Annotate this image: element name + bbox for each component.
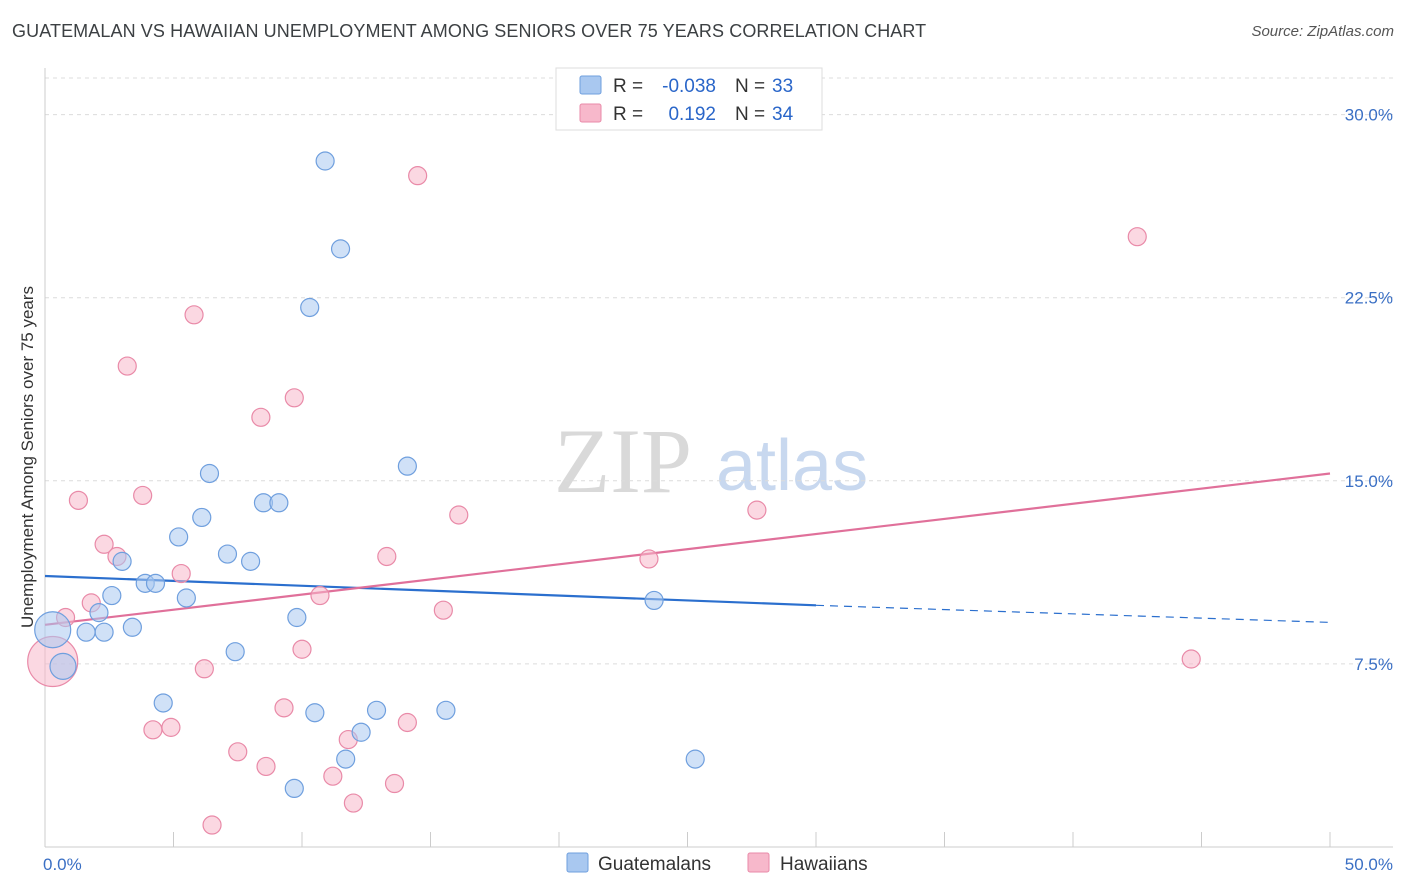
- y-tick-label-0: 7.5%: [1354, 655, 1393, 674]
- hawaiian-point-11: [184, 305, 204, 325]
- watermark: ZIP atlas: [554, 410, 868, 512]
- guatemalan-point-20: [284, 778, 304, 799]
- guatemalan-point-26: [336, 749, 356, 769]
- hawaiian-point-4: [94, 534, 114, 554]
- guatemalan-point-10: [169, 527, 189, 547]
- gridlines: [45, 77, 1393, 665]
- x-tick-label-min: 0.0%: [43, 855, 82, 874]
- guatemalan-point-22: [300, 297, 320, 318]
- hawaiian-point-29: [408, 166, 428, 186]
- legend-r-value-2: 0.192: [668, 104, 716, 125]
- bottom-legend-label-hawaiians: Hawaiians: [780, 854, 868, 875]
- series-legend: Guatemalans Hawaiians: [566, 852, 868, 875]
- legend-n-value-1: 33: [772, 76, 793, 97]
- guatemalan-point-18: [269, 493, 289, 513]
- hawaiian-point-24: [377, 546, 397, 567]
- hawaiian-point-32: [1127, 227, 1147, 247]
- hawaiian-point-26: [397, 712, 417, 733]
- hawaiian-point-31: [747, 500, 767, 520]
- hawaiian-point-14: [228, 742, 248, 762]
- data-points: [27, 151, 1201, 835]
- bottom-legend-swatch-guatemalans: [566, 852, 589, 873]
- guatemalan-point-7: [122, 617, 142, 637]
- hawaiian-point-27: [433, 600, 453, 620]
- bottom-legend-label-guatemalans: Guatemalans: [598, 854, 711, 875]
- hawaiian-point-20: [310, 585, 330, 606]
- guatemalan-point-23: [305, 703, 325, 723]
- hawaiian-point-9: [161, 717, 181, 737]
- guatemalan-point-13: [192, 507, 212, 528]
- guatemalan-point-6: [112, 551, 132, 571]
- hawaiian-point-2: [68, 490, 89, 510]
- watermark-zip: ZIP: [554, 410, 692, 512]
- legend-r-value-1: -0.038: [662, 76, 716, 97]
- hawaiian-point-8: [143, 720, 163, 740]
- hawaiian-point-19: [292, 639, 312, 659]
- guatemalan-point-12: [199, 463, 220, 484]
- hawaiian-point-33: [1181, 649, 1201, 669]
- stats-legend: R = -0.038 N = 33 R = 0.192 N = 34: [555, 67, 823, 131]
- hawaiian-point-7: [133, 485, 153, 506]
- hawaiian-point-25: [384, 773, 405, 794]
- guatemalan-point-2: [94, 622, 114, 642]
- legend-r-label-2: R =: [613, 104, 643, 125]
- chart-title: GUATEMALAN VS HAWAIIAN UNEMPLOYMENT AMON…: [12, 21, 927, 41]
- hawaiian-point-6: [117, 356, 137, 376]
- guatemalan-point-5: [102, 585, 122, 606]
- guatemalan-point-9: [145, 573, 166, 593]
- axes: [44, 68, 1393, 848]
- hawaiian-point-16: [256, 756, 276, 777]
- legend-swatch-guatemalans: [579, 75, 602, 95]
- source-credit: Source: ZipAtlas.com: [1251, 23, 1394, 40]
- hawaiian-point-21: [323, 766, 343, 786]
- hawaiian-trend-line: [44, 472, 1331, 626]
- legend-n-label-1: N =: [735, 76, 765, 97]
- guatemalan-point-29: [397, 456, 417, 476]
- hawaiian-point-15: [251, 407, 271, 427]
- guatemalan-point-0: [34, 611, 72, 649]
- guatemalan-point-27: [351, 722, 371, 742]
- hawaiian-point-13: [202, 815, 222, 835]
- y-tick-label-2: 22.5%: [1345, 289, 1393, 308]
- guatemalan-point-28: [366, 700, 387, 720]
- trend-lines: [44, 472, 1331, 626]
- guatemalan-point-31: [644, 590, 664, 611]
- hawaiian-point-28: [449, 505, 469, 525]
- guatemalan-point-24: [315, 151, 335, 171]
- guatemalan-point-4: [89, 603, 109, 623]
- legend-n-value-2: 34: [772, 104, 794, 125]
- guatemalan-point-16: [241, 551, 261, 571]
- hawaiian-point-18: [284, 388, 304, 408]
- guatemalan-point-25: [330, 239, 351, 259]
- y-axis-label: Unemployment Among Seniors over 75 years: [18, 286, 37, 628]
- hawaiian-point-23: [343, 793, 363, 813]
- guatemalan-point-14: [217, 544, 238, 564]
- guatemalan-point-32: [685, 749, 705, 769]
- hawaiian-point-17: [274, 698, 294, 718]
- guatemalan-point-21: [287, 607, 307, 628]
- watermark-atlas: atlas: [716, 426, 868, 506]
- y-tick-label-1: 15.0%: [1345, 472, 1393, 491]
- y-tick-labels: 7.5% 15.0% 22.5% 30.0%: [1345, 106, 1393, 674]
- hawaiian-point-10: [171, 563, 191, 584]
- x-tick-label-max: 50.0%: [1345, 855, 1393, 874]
- hawaiian-point-30: [639, 549, 659, 569]
- guatemalan-point-3: [76, 622, 96, 642]
- guatemalan-point-19: [153, 693, 173, 713]
- legend-n-label-2: N =: [735, 104, 765, 125]
- guatemalan-point-30: [436, 700, 456, 720]
- hawaiian-point-12: [194, 659, 214, 679]
- guatemalan-point-15: [225, 642, 245, 662]
- legend-swatch-hawaiians: [579, 103, 602, 123]
- guatemalan-point-1: [49, 652, 77, 680]
- y-tick-label-3: 30.0%: [1345, 106, 1393, 125]
- guatemalan-point-11: [176, 588, 196, 608]
- guatemalan-trend-line-extrapolated: [815, 604, 1331, 624]
- legend-r-label-1: R =: [613, 76, 643, 97]
- guatemalan-trend-line: [44, 574, 817, 607]
- bottom-legend-swatch-hawaiians: [747, 852, 770, 873]
